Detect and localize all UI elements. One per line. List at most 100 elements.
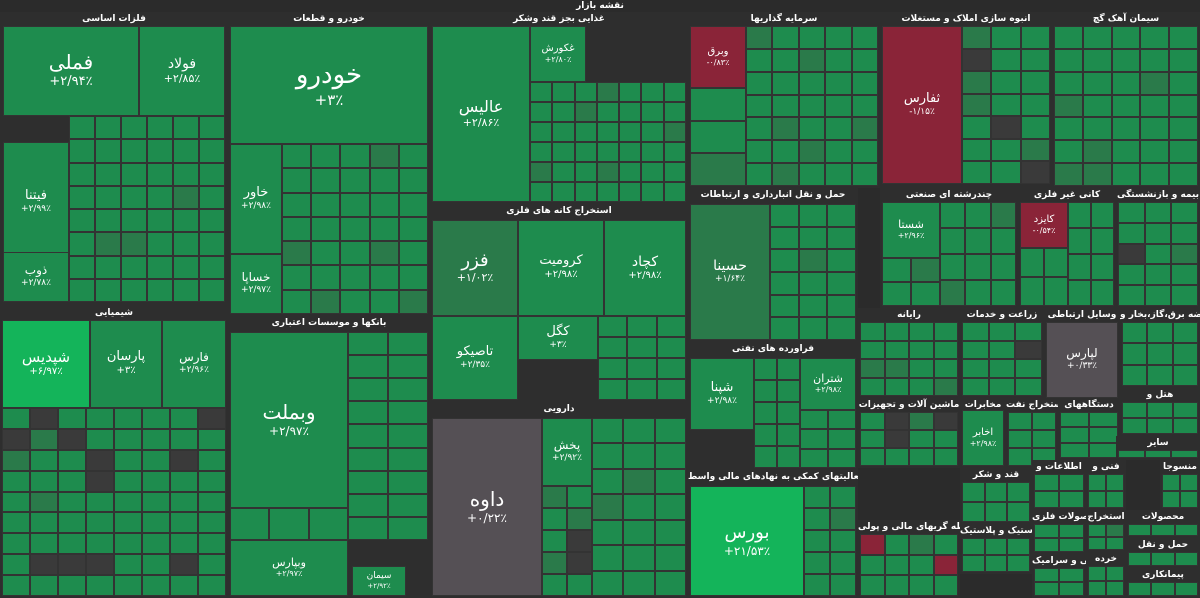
- symbol-tile[interactable]: [884, 359, 909, 378]
- symbol-tile[interactable]: خساپا +۲/۹۷٪: [230, 254, 282, 314]
- symbol-tile[interactable]: [1088, 524, 1106, 537]
- symbol-tile[interactable]: [884, 340, 909, 359]
- symbol-tile[interactable]: [663, 122, 686, 142]
- symbol-tile[interactable]: [825, 48, 852, 72]
- symbol-tile[interactable]: [282, 289, 312, 314]
- sector-hotel[interactable]: هتل و: [1120, 388, 1200, 436]
- symbol-tile[interactable]: [1020, 161, 1050, 184]
- symbol-tile[interactable]: [170, 533, 198, 555]
- symbol-tile[interactable]: [95, 116, 121, 140]
- symbol-tile[interactable]: [86, 554, 114, 576]
- symbol-tile[interactable]: [1140, 140, 1170, 164]
- symbol-tile[interactable]: [1089, 412, 1118, 428]
- symbol-tile[interactable]: [147, 116, 173, 140]
- symbol-tile[interactable]: [592, 519, 624, 546]
- sector-ghazaei[interactable]: غذایی بجز قند وشکر عالیس +۲/۸۶٪ غکورش +۲/۸۰٪: [430, 12, 688, 204]
- symbol-tile[interactable]: [369, 216, 399, 242]
- symbol-tile[interactable]: [909, 554, 934, 576]
- symbol-tile[interactable]: [30, 449, 58, 471]
- symbol-tile[interactable]: [663, 142, 686, 162]
- symbol-tile[interactable]: [1111, 163, 1141, 186]
- symbol-tile[interactable]: [777, 402, 800, 424]
- symbol-tile[interactable]: [1008, 430, 1032, 448]
- symbol-tile[interactable]: [804, 530, 830, 552]
- symbol-tile[interactable]: [884, 575, 909, 596]
- symbol-tile[interactable]: [552, 102, 575, 122]
- symbol-tile[interactable]: [1171, 243, 1198, 265]
- symbol-tile[interactable]: [828, 410, 856, 430]
- symbol-tile[interactable]: [530, 162, 553, 182]
- sector-peymankari[interactable]: پیمانکاری: [1126, 568, 1200, 598]
- symbol-tile[interactable]: [147, 278, 173, 302]
- symbol-tile[interactable]: [1032, 412, 1056, 430]
- symbol-tile[interactable]: [142, 554, 170, 576]
- symbol-tile[interactable]: [86, 533, 114, 555]
- symbol-tile[interactable]: [199, 162, 225, 186]
- symbol-tile[interactable]: [933, 534, 958, 555]
- symbol-tile[interactable]: [552, 162, 575, 182]
- symbol-tile[interactable]: [1174, 524, 1198, 536]
- symbol-tile[interactable]: [798, 71, 826, 95]
- sector-chandreshte[interactable]: چندرشته ای صنعتی شستا +۲/۹۶٪: [880, 188, 1018, 308]
- sector-kashi[interactable]: کاشی و سرامیک: [1032, 554, 1086, 598]
- symbol-tile[interactable]: [199, 209, 225, 233]
- symbol-tile[interactable]: [1174, 582, 1198, 596]
- symbol-tile[interactable]: [592, 468, 624, 495]
- symbol-tile[interactable]: [827, 249, 856, 272]
- symbol-tile[interactable]: [825, 140, 852, 164]
- symbol-tile[interactable]: [827, 204, 856, 227]
- symbol-tile[interactable]: شستا +۲/۹۶٪: [882, 202, 940, 258]
- symbol-tile[interactable]: [398, 144, 428, 169]
- symbol-tile[interactable]: [95, 162, 121, 186]
- symbol-tile[interactable]: [1128, 524, 1152, 536]
- symbol-tile[interactable]: [627, 337, 657, 358]
- symbol-tile[interactable]: پارسان +۳٪: [90, 320, 162, 408]
- symbol-tile[interactable]: [962, 26, 992, 49]
- symbol-tile[interactable]: [1007, 555, 1030, 572]
- symbol-tile[interactable]: [369, 144, 399, 169]
- symbol-tile[interactable]: وبرق -۰/۸۳٪: [690, 26, 746, 88]
- symbol-tile[interactable]: [860, 359, 885, 378]
- symbol-tile[interactable]: [933, 575, 958, 596]
- symbol-tile[interactable]: [990, 280, 1016, 306]
- symbol-tile[interactable]: [1034, 538, 1059, 552]
- symbol-tile[interactable]: [909, 340, 934, 359]
- symbol-tile[interactable]: [596, 142, 620, 162]
- symbol-tile[interactable]: [884, 412, 909, 430]
- symbol-tile[interactable]: [369, 265, 399, 290]
- symbol-tile[interactable]: [369, 241, 399, 266]
- symbol-tile[interactable]: [1015, 377, 1042, 396]
- symbol-tile[interactable]: [933, 340, 958, 359]
- symbol-tile[interactable]: [641, 82, 664, 102]
- symbol-tile[interactable]: [1106, 566, 1124, 581]
- symbol-tile[interactable]: [348, 516, 388, 540]
- sector-mahsoolatfelezi[interactable]: محصولات فلزی: [1032, 510, 1086, 554]
- sector-etelaat[interactable]: اطلاعات و: [1032, 460, 1086, 510]
- sector-saayer[interactable]: سایر: [1116, 436, 1200, 460]
- symbol-tile[interactable]: [772, 163, 799, 186]
- symbol-tile[interactable]: [1151, 524, 1175, 536]
- sector-fani[interactable]: فنی و: [1086, 460, 1126, 510]
- symbol-tile[interactable]: [800, 429, 828, 449]
- symbol-tile[interactable]: [909, 359, 934, 378]
- symbol-tile[interactable]: [95, 255, 121, 279]
- symbol-tile[interactable]: [1044, 248, 1068, 277]
- symbol-tile[interactable]: [58, 575, 86, 596]
- symbol-tile[interactable]: [388, 516, 428, 540]
- symbol-tile[interactable]: [592, 443, 624, 469]
- symbol-tile[interactable]: [984, 502, 1008, 522]
- symbol-tile[interactable]: [1140, 163, 1170, 186]
- symbol-tile[interactable]: [552, 122, 575, 142]
- symbol-tile[interactable]: [114, 512, 142, 534]
- symbol-tile[interactable]: [770, 226, 799, 250]
- symbol-tile[interactable]: [199, 232, 225, 256]
- symbol-tile[interactable]: [1020, 248, 1044, 277]
- symbol-tile[interactable]: [1118, 450, 1145, 458]
- symbol-tile[interactable]: [962, 116, 992, 139]
- symbol-tile[interactable]: [2, 449, 30, 471]
- symbol-tile[interactable]: [574, 182, 597, 202]
- symbol-tile[interactable]: [851, 71, 878, 95]
- symbol-tile[interactable]: [804, 552, 830, 574]
- symbol-tile[interactable]: [1162, 474, 1180, 491]
- symbol-tile[interactable]: [1144, 285, 1172, 306]
